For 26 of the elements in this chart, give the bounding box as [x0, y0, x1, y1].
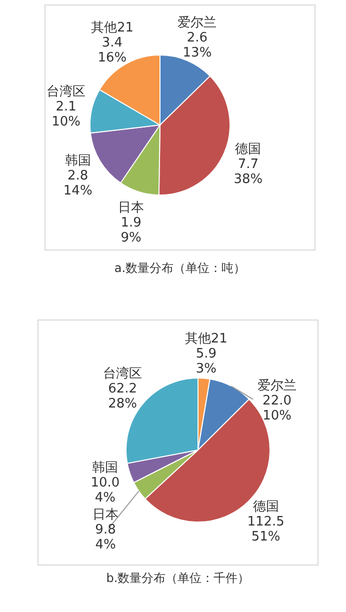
slice-label: 爱尔兰 [258, 378, 297, 394]
slice-label: 其他21 [184, 331, 228, 346]
data-label: 2.6 13% [182, 30, 212, 61]
slice-label: 德国 [235, 142, 262, 157]
slice-label: 台湾区 [103, 365, 142, 382]
text: b.数量分布（单位：千件） [106, 571, 250, 585]
data-label: 1.9 9% [120, 216, 142, 246]
data-label: 112.5 51% [247, 514, 284, 545]
slice-label: 德国 [252, 500, 279, 515]
slice-label: 台湾区 [46, 83, 86, 100]
slice-label: 韩国 [64, 154, 91, 169]
slice-label: 爱尔兰 [178, 16, 217, 31]
data-label: 22.0 10% [262, 393, 292, 424]
data-label: 2.1 10% [52, 99, 80, 130]
data-label: 62.2 28% [108, 381, 138, 412]
data-label: 7.7 38% [234, 156, 263, 187]
data-label: 10.0 4% [90, 476, 120, 506]
data-label: 9.8 4% [95, 522, 116, 553]
slice-label: 日本 [118, 200, 144, 216]
data-label: 2.8 14% [63, 168, 92, 199]
data-label: 5.9 3% [196, 346, 216, 376]
slice-label: 日本 [92, 508, 119, 523]
text: a.数量分布（单位：吨） [114, 261, 246, 275]
data-label: 3.4 16% [98, 36, 127, 66]
slice-label: 韩国 [92, 460, 118, 476]
slice-label: 其他21 [90, 20, 134, 36]
